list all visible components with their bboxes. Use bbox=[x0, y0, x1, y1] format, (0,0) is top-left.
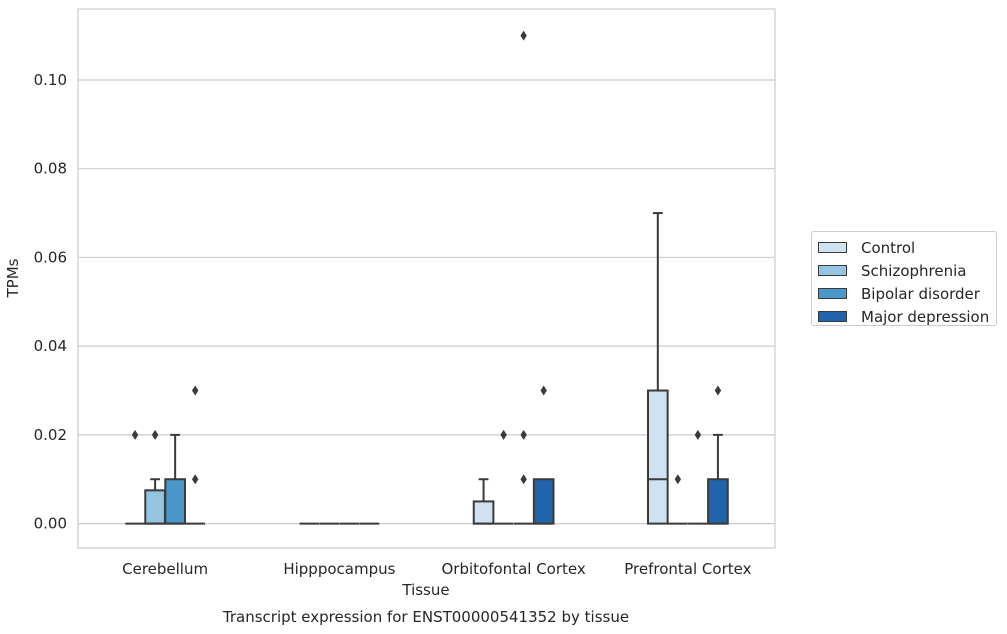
chart-caption: Transcript expression for ENST0000054135… bbox=[222, 608, 629, 626]
box-bipolar-disorder-orbitofontal-cortex bbox=[513, 30, 534, 525]
y-tick-label: 0.04 bbox=[34, 337, 67, 355]
outlier-point bbox=[714, 385, 722, 396]
y-tick-label: 0.06 bbox=[34, 248, 67, 266]
legend: Control Schizophrenia Bipolar disorder M… bbox=[811, 231, 997, 326]
legend-label-control: Control bbox=[861, 238, 916, 257]
legend-item-bipolar-disorder: Bipolar disorder bbox=[818, 282, 996, 305]
y-axis-label: TPMs bbox=[4, 258, 22, 298]
outlier-point bbox=[674, 474, 682, 485]
box-control-orbitofontal-cortex bbox=[472, 478, 495, 525]
box-series bbox=[125, 30, 729, 525]
box-body bbox=[144, 489, 166, 525]
legend-swatch-bipolar-disorder bbox=[818, 288, 847, 299]
box-major-depression-orbitofontal-cortex bbox=[532, 385, 555, 525]
x-tick-label: Prefrontal Cortex bbox=[624, 560, 751, 578]
y-tick-label: 0.08 bbox=[34, 160, 67, 178]
box-body bbox=[472, 500, 495, 525]
y-tick-label: 0.02 bbox=[34, 426, 67, 444]
box-body bbox=[532, 478, 555, 525]
outlier-point bbox=[191, 385, 199, 396]
outlier-point bbox=[694, 429, 702, 440]
box-schizophrenia-orbitofontal-cortex bbox=[493, 429, 514, 525]
legend-label-major-depression: Major depression bbox=[861, 307, 990, 326]
x-tick-labels: Cerebellum Hipppocampus Orbitofontal Corte… bbox=[122, 560, 751, 578]
outlier-point bbox=[540, 385, 547, 396]
legend-swatch-control bbox=[818, 242, 847, 253]
y-tick-label: 0.10 bbox=[34, 71, 67, 89]
box-body bbox=[707, 478, 729, 525]
box-schizophrenia-prefrontal-cortex bbox=[668, 474, 688, 525]
box-major-depression-prefrontal-cortex bbox=[707, 385, 729, 525]
outlier-point bbox=[520, 30, 527, 41]
box-control-cerebellum bbox=[125, 429, 145, 525]
x-axis-label: Tissue bbox=[401, 581, 449, 599]
legend-item-control: Control bbox=[818, 236, 996, 259]
box-control-prefrontal-cortex bbox=[646, 212, 669, 525]
outlier-point bbox=[191, 474, 199, 485]
plot-frame bbox=[77, 8, 776, 549]
legend-item-schizophrenia: Schizophrenia bbox=[818, 259, 996, 282]
x-tick-label: Cerebellum bbox=[122, 560, 208, 578]
box-body bbox=[164, 478, 186, 525]
outlier-point bbox=[500, 429, 507, 440]
plot-area bbox=[78, 9, 775, 548]
legend-label-bipolar-disorder: Bipolar disorder bbox=[861, 284, 980, 303]
y-tick-label: 0.00 bbox=[34, 515, 67, 533]
box-major-depression-cerebellum bbox=[185, 385, 206, 525]
y-tick-labels: 0.00 0.02 0.04 0.06 0.08 0.10 bbox=[34, 71, 67, 533]
x-tick-label: Orbitofontal Cortex bbox=[442, 560, 586, 578]
legend-swatch-major-depression bbox=[818, 311, 847, 322]
box-body bbox=[646, 389, 669, 525]
box-bipolar-disorder-prefrontal-cortex bbox=[688, 429, 708, 525]
outlier-point bbox=[520, 429, 527, 440]
box-bipolar-disorder-cerebellum bbox=[164, 433, 186, 525]
legend-label-schizophrenia: Schizophrenia bbox=[861, 261, 967, 280]
legend-swatch-schizophrenia bbox=[818, 265, 847, 276]
legend-item-major-depression: Major depression bbox=[818, 305, 996, 328]
outlier-point bbox=[520, 474, 527, 485]
outlier-point bbox=[131, 429, 139, 440]
outlier-point bbox=[151, 429, 159, 440]
x-tick-label: Hipppocampus bbox=[283, 560, 395, 578]
